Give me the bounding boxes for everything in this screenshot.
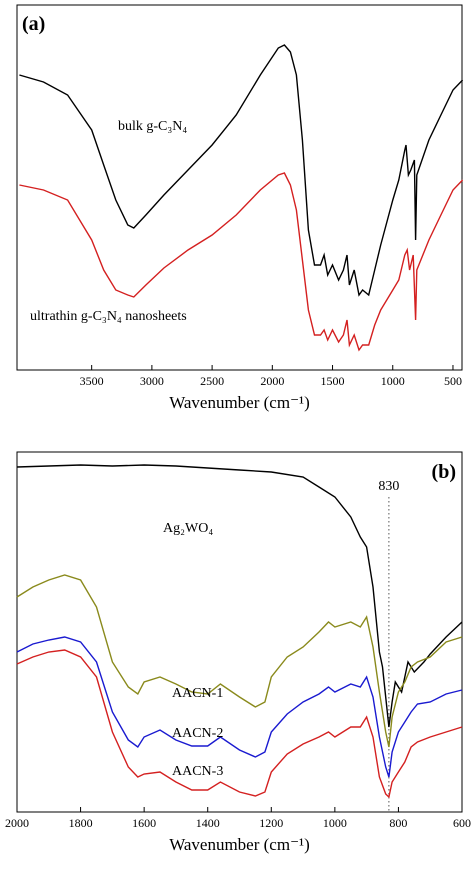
spectrum-line [16, 464, 463, 728]
x-tick-label: 1600 [132, 816, 156, 830]
spectrum-line [16, 574, 463, 748]
spectrum-line [16, 649, 463, 799]
x-tick-label: 3500 [80, 374, 104, 388]
x-tick-label: 1200 [259, 816, 283, 830]
series-label: bulk g-C₃N₄ [118, 119, 187, 134]
x-tick-label: 600 [453, 816, 471, 830]
spectrum-line [16, 636, 463, 778]
annotation: 830 [378, 479, 399, 494]
series-label: AACN-2 [172, 726, 223, 741]
x-tick-label: 2500 [200, 374, 224, 388]
x-axis-label: Wavenumber (cm⁻¹) [169, 393, 310, 412]
x-tick-label: 1500 [321, 374, 345, 388]
plot-frame [16, 451, 463, 813]
series-label: AACN-1 [172, 686, 223, 701]
x-tick-label: 500 [444, 374, 462, 388]
x-tick-label: 1000 [323, 816, 347, 830]
x-tick-label: 2000 [5, 816, 29, 830]
x-tick-label: 3000 [140, 374, 164, 388]
plot-frame [16, 4, 463, 371]
series-label: AACN-3 [172, 764, 223, 779]
spectrum-line [19, 44, 464, 297]
x-tick-label: 1000 [381, 374, 405, 388]
x-tick-label: 1800 [69, 816, 93, 830]
spectrum-line [19, 172, 464, 352]
x-tick-label: 800 [389, 816, 407, 830]
series-label: Ag₂WO₄ [163, 521, 213, 536]
x-axis-label: Wavenumber (cm⁻¹) [169, 835, 310, 854]
series-label: ultrathin g-C₃N₄ nanosheets [30, 309, 187, 324]
panel-label: (a) [22, 13, 45, 35]
x-tick-label: 1400 [196, 816, 220, 830]
panel-label: (b) [432, 461, 456, 483]
x-tick-label: 2000 [260, 374, 284, 388]
